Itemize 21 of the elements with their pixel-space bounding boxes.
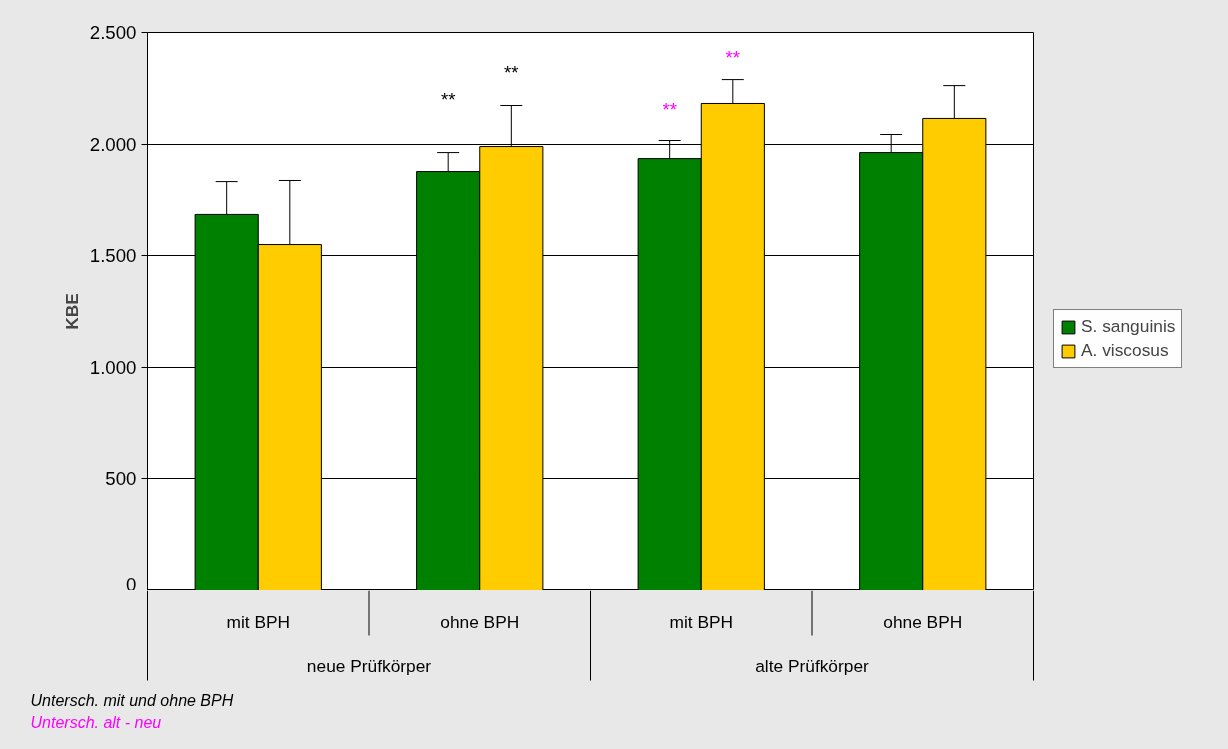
text: Untersch. mit und ohne BPH [30, 692, 234, 709]
legend-label: A. viscosus [1081, 340, 1169, 361]
annotation: ** [504, 61, 519, 83]
legend-label: S. sanguinis [1081, 316, 1176, 337]
text: Untersch. alt - neu [30, 714, 162, 731]
y-axis-title: KBE [61, 293, 82, 330]
annotation: ** [725, 46, 741, 68]
annotation: ** [440, 88, 456, 110]
y-tick-label: 1.500 [89, 245, 137, 267]
x-tick-label: ohne BPH [883, 611, 963, 632]
text: neue Prüfkörper [306, 655, 432, 676]
y-tick-label: 500 [105, 468, 137, 490]
y-tick-label: 1.000 [89, 356, 137, 378]
x-tick-label: mit BPH [226, 611, 291, 632]
annotation: ** [662, 98, 677, 120]
text: alte Prüfkörper [755, 655, 870, 676]
x-tick-label: ohne BPH [440, 611, 520, 632]
x-tick-label: mit BPH [669, 611, 734, 632]
y-tick-label: 0 [126, 573, 137, 595]
y-tick-label: 2.500 [89, 22, 137, 43]
y-tick-label: 2.000 [89, 133, 137, 155]
